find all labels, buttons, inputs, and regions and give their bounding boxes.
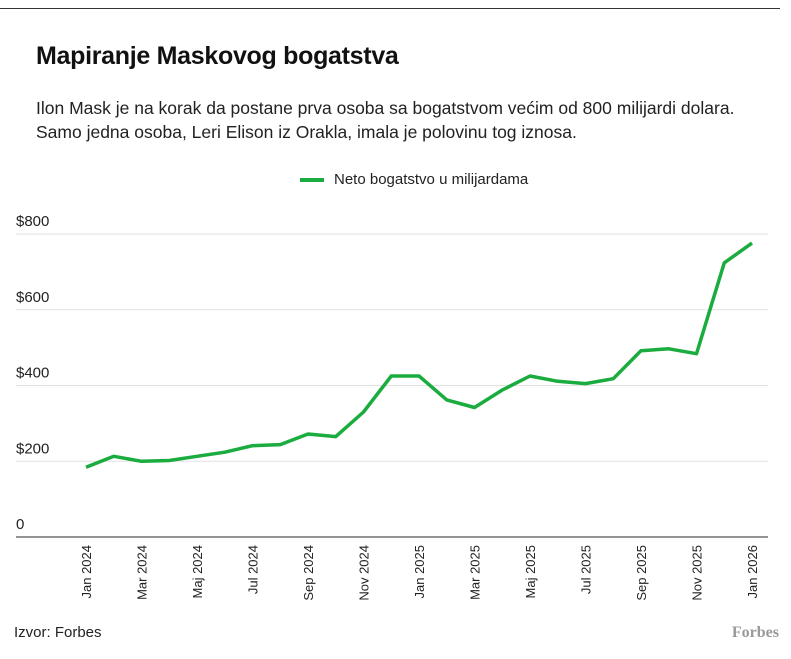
y-tick-label: $600 — [16, 289, 49, 306]
x-tick-label: Nov 2025 — [690, 545, 705, 601]
legend: Neto bogatstvo u milijardama — [300, 171, 528, 188]
y-tick-label: $800 — [16, 213, 49, 230]
series-line — [85, 241, 754, 469]
chart-title: Mapiranje Maskovog bogatstva — [36, 42, 399, 70]
x-tick-label: Jan 2024 — [79, 545, 94, 599]
chart-subtitle: Ilon Mask je na korak da postane prva os… — [36, 98, 735, 142]
x-tick-label: Mar 2025 — [468, 545, 483, 600]
x-tick-label: Maj 2025 — [523, 545, 538, 598]
top-rule — [0, 8, 780, 9]
source-note: Izvor: Forbes — [14, 624, 102, 641]
x-tick-label: Jul 2024 — [246, 545, 261, 594]
y-tick-label: $200 — [16, 440, 49, 457]
y-tick-label: 0 — [16, 516, 24, 533]
x-tick-label: Maj 2024 — [190, 545, 205, 598]
x-tick-label: Mar 2024 — [135, 545, 150, 600]
forbes-logo: Forbes — [731, 624, 779, 641]
x-tick-label: Jan 2025 — [412, 545, 427, 599]
x-tick-label: Sep 2025 — [634, 545, 649, 601]
x-tick-label: Jan 2026 — [745, 545, 760, 599]
legend-swatch — [300, 177, 324, 182]
x-tick-label: Sep 2024 — [301, 545, 316, 601]
x-tick-label: Nov 2024 — [357, 545, 372, 601]
legend-label: Neto bogatstvo u milijardama — [334, 171, 529, 188]
y-tick-label: $400 — [16, 365, 49, 382]
x-tick-label: Jul 2025 — [579, 545, 594, 594]
